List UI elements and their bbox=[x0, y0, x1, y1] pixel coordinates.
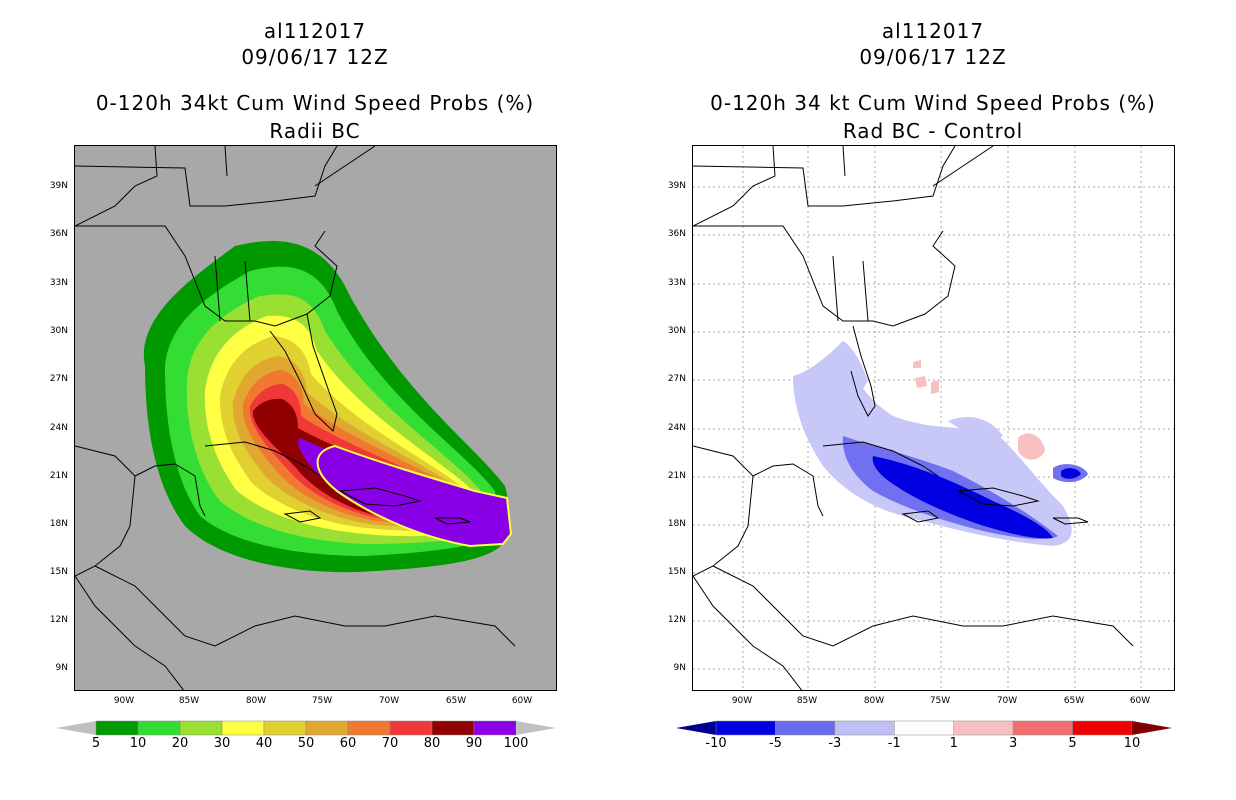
colorbar-segment bbox=[305, 720, 349, 736]
colorbar-tick-label: 5 bbox=[1068, 736, 1077, 751]
right-lat-label: 21N bbox=[667, 471, 686, 481]
left-lon-label: 70W bbox=[378, 696, 400, 706]
left-lat-label: 18N bbox=[49, 519, 68, 529]
left-lat-label: 36N bbox=[49, 229, 68, 239]
colorbar-segment bbox=[473, 720, 517, 736]
left-lat-label: 33N bbox=[49, 278, 68, 288]
right-lon-label: 75W bbox=[929, 696, 951, 706]
colorbar-tick-label: -5 bbox=[768, 736, 782, 751]
lat-lon-grid bbox=[693, 146, 1174, 690]
right-difference-map bbox=[692, 145, 1175, 691]
right-lat-label: 15N bbox=[667, 567, 686, 577]
diff-band-plus1 bbox=[1018, 433, 1045, 460]
right-lon-label: 80W bbox=[863, 696, 885, 706]
colorbar-tick-label: 30 bbox=[213, 736, 231, 751]
left-lat-label: 30N bbox=[49, 326, 68, 336]
left-lon-label: 65W bbox=[445, 696, 467, 706]
right-title-date: 09/06/17 12Z bbox=[859, 45, 1007, 69]
right-lat-label: 24N bbox=[667, 423, 686, 433]
colorbar-high-arrow bbox=[516, 721, 556, 735]
colorbar-tick-label: -10 bbox=[705, 736, 727, 751]
colorbar-segment bbox=[834, 720, 895, 736]
colorbar-high-arrow bbox=[1132, 721, 1172, 735]
colorbar-segment bbox=[137, 720, 181, 736]
right-lon-label: 60W bbox=[1129, 696, 1151, 706]
left-title-subtitle: Radii BC bbox=[269, 119, 361, 143]
right-lat-label: 9N bbox=[673, 663, 686, 673]
diff-band-minus1-c bbox=[948, 416, 1003, 438]
diff-band-minus5-island bbox=[1061, 468, 1081, 479]
colorbar-tick-label: 10 bbox=[1123, 736, 1141, 751]
right-lat-label: 39N bbox=[667, 181, 686, 191]
colorbar-segment bbox=[389, 720, 433, 736]
left-title-product: 0-120h 34kt Cum Wind Speed Probs (%) bbox=[95, 91, 535, 115]
colorbar-tick-label: 10 bbox=[129, 736, 147, 751]
left-probability-map bbox=[74, 145, 557, 691]
left-lon-label: 85W bbox=[178, 696, 200, 706]
colorbar-segment bbox=[953, 720, 1014, 736]
right-lon-label: 90W bbox=[731, 696, 753, 706]
colorbar-segment bbox=[894, 720, 954, 736]
colorbar-tick-label: 3 bbox=[1009, 736, 1018, 751]
right-map-graphic bbox=[693, 146, 1174, 690]
left-lon-label: 90W bbox=[113, 696, 135, 706]
colorbar-tick-label: 60 bbox=[339, 736, 357, 751]
colorbar-tick-label: 5 bbox=[91, 736, 101, 751]
left-lat-label: 12N bbox=[49, 615, 68, 625]
right-lon-label: 85W bbox=[796, 696, 818, 706]
colorbar-segment bbox=[1012, 720, 1073, 736]
colorbar-tick-label: 80 bbox=[423, 736, 441, 751]
right-lon-label: 70W bbox=[996, 696, 1018, 706]
colorbar-segment bbox=[715, 720, 776, 736]
left-lat-label: 24N bbox=[49, 423, 68, 433]
colorbar-tick-label: 40 bbox=[255, 736, 273, 751]
left-lon-label: 75W bbox=[311, 696, 333, 706]
left-lon-label: 60W bbox=[511, 696, 533, 706]
right-title-product: 0-120h 34 kt Cum Wind Speed Probs (%) bbox=[710, 91, 1156, 115]
left-title-storm: al112017 bbox=[263, 19, 367, 43]
left-lat-label: 39N bbox=[49, 181, 68, 191]
colorbar-segment bbox=[775, 720, 836, 736]
left-lat-label: 15N bbox=[49, 567, 68, 577]
right-colorbar bbox=[676, 720, 1172, 736]
right-lat-label: 36N bbox=[667, 229, 686, 239]
colorbar-segment bbox=[95, 720, 139, 736]
colorbar-tick-label: 1 bbox=[949, 736, 958, 751]
colorbar-tick-label: 90 bbox=[465, 736, 483, 751]
colorbar-tick-label: -1 bbox=[887, 736, 901, 751]
diff-band-minus1 bbox=[793, 341, 1072, 546]
colorbar-tick-label: 70 bbox=[381, 736, 399, 751]
right-title-storm: al112017 bbox=[881, 19, 985, 43]
colorbar-segment bbox=[179, 720, 223, 736]
right-lon-label: 65W bbox=[1063, 696, 1085, 706]
colorbar-tick-label: 100 bbox=[503, 736, 529, 751]
diff-band-minus1-b bbox=[838, 341, 868, 396]
colorbar-segment bbox=[263, 720, 307, 736]
colorbar-segment bbox=[347, 720, 391, 736]
right-lat-label: 27N bbox=[667, 374, 686, 384]
left-colorbar bbox=[56, 720, 556, 736]
left-map-graphic bbox=[75, 146, 516, 690]
colorbar-segment bbox=[221, 720, 265, 736]
diff-band-minus5 bbox=[872, 456, 1053, 539]
left-title-date: 09/06/17 12Z bbox=[241, 45, 389, 69]
left-lat-label: 21N bbox=[49, 471, 68, 481]
left-lat-label: 9N bbox=[55, 663, 68, 673]
colorbar-low-arrow bbox=[676, 721, 716, 735]
right-lat-label: 12N bbox=[667, 615, 686, 625]
colorbar-segment bbox=[1072, 720, 1133, 736]
band-100 bbox=[316, 444, 513, 548]
colorbar-tick-label: -3 bbox=[828, 736, 842, 751]
left-lat-label: 27N bbox=[49, 374, 68, 384]
colorbar-tick-label: 50 bbox=[297, 736, 315, 751]
colorbar-low-arrow bbox=[56, 721, 96, 735]
diff-band-plus1-b bbox=[913, 360, 939, 394]
left-lon-label: 80W bbox=[245, 696, 267, 706]
right-lat-label: 30N bbox=[667, 326, 686, 336]
colorbar-tick-label: 20 bbox=[171, 736, 189, 751]
right-lat-label: 18N bbox=[667, 519, 686, 529]
colorbar-segment bbox=[431, 720, 475, 736]
right-lat-label: 33N bbox=[667, 278, 686, 288]
right-title-subtitle: Rad BC - Control bbox=[842, 119, 1024, 143]
